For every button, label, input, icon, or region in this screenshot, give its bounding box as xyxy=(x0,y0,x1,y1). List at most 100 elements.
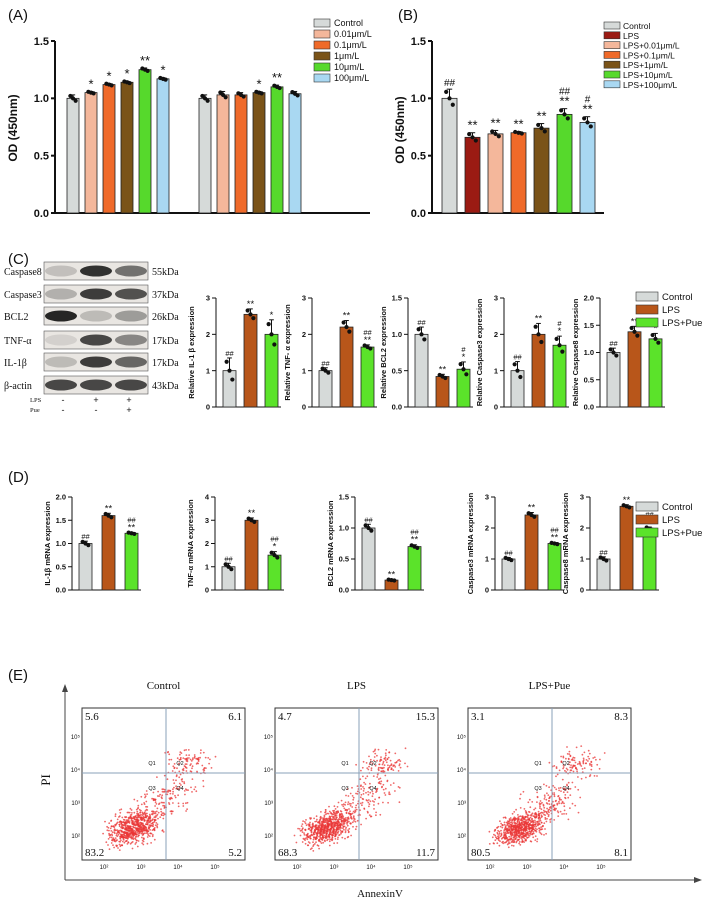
flow-event xyxy=(488,830,491,833)
data-point xyxy=(230,377,235,382)
data-point xyxy=(295,93,300,98)
y-axis-title: Relative TNF- α expression xyxy=(283,304,292,401)
flow-event xyxy=(118,843,121,846)
flow-event xyxy=(558,769,561,772)
flow-event xyxy=(307,841,310,843)
blot-row-label: Caspase8 xyxy=(4,267,42,278)
flow-event xyxy=(113,838,116,841)
flow-event xyxy=(136,818,139,821)
flow-event xyxy=(346,809,348,812)
flow-event xyxy=(539,805,541,808)
flow-event xyxy=(563,809,566,812)
flow-event xyxy=(141,828,143,831)
bar xyxy=(435,376,450,408)
quadrant-label: Q3 xyxy=(534,786,541,792)
y-axis-title: Relative IL-1 β expression xyxy=(187,306,196,399)
flow-event xyxy=(369,791,372,794)
flow-event xyxy=(315,826,318,829)
data-point xyxy=(516,130,521,135)
flow-event xyxy=(335,826,338,829)
flow-event xyxy=(339,824,342,827)
flow-event xyxy=(119,835,121,838)
flow-event xyxy=(503,831,505,834)
data-point xyxy=(539,126,544,131)
flow-event xyxy=(351,806,354,808)
flow-event xyxy=(581,768,584,770)
flow-event xyxy=(145,805,147,808)
flow-event xyxy=(305,819,307,821)
flow-event xyxy=(378,763,381,766)
legend-label: Control xyxy=(662,502,693,513)
flow-event xyxy=(120,822,123,825)
data-point xyxy=(266,322,271,327)
flow-event xyxy=(328,831,331,833)
flow-event xyxy=(504,817,507,819)
flow-event xyxy=(587,760,589,762)
flow-event xyxy=(176,787,179,790)
flow-event xyxy=(118,825,121,828)
flow-event xyxy=(520,828,523,831)
blot-band xyxy=(80,310,112,322)
data-point xyxy=(245,308,250,313)
bar xyxy=(606,352,621,408)
legend-label: LPS+100μm/L xyxy=(623,80,678,90)
flow-event xyxy=(113,826,116,829)
flow-event xyxy=(132,835,135,838)
blot-band xyxy=(80,356,112,368)
flow-event xyxy=(522,820,525,823)
flow-event xyxy=(533,815,536,817)
significance-mark: ** xyxy=(528,503,536,514)
hash-mark: # xyxy=(585,95,591,106)
flow-event xyxy=(568,753,571,755)
flow-event xyxy=(524,815,527,818)
bar xyxy=(120,81,134,214)
flow-event xyxy=(323,829,326,832)
data-point xyxy=(73,98,78,103)
flow-event xyxy=(183,781,186,783)
flow-event xyxy=(534,835,537,838)
data-point xyxy=(368,346,373,351)
flow-event xyxy=(155,803,158,805)
flow-event xyxy=(571,758,574,760)
flow-event xyxy=(332,809,334,812)
flow-event xyxy=(384,794,387,796)
flow-event xyxy=(136,820,138,823)
flow-event xyxy=(298,828,301,830)
flow-event xyxy=(553,786,556,789)
legend-label: Control xyxy=(623,21,651,31)
flow-event xyxy=(168,758,171,761)
flow-event xyxy=(173,766,176,769)
flow-y-tick: 10⁴ xyxy=(457,767,467,774)
flow-event xyxy=(349,822,352,825)
flow-event xyxy=(154,798,157,801)
flow-event xyxy=(508,835,511,838)
flow-event xyxy=(329,833,332,836)
bar xyxy=(487,133,504,214)
flow-event xyxy=(389,793,391,796)
flow-event xyxy=(339,813,342,816)
flow-event xyxy=(174,796,177,799)
y-tick-label: 0 xyxy=(206,403,210,412)
flow-event xyxy=(383,757,386,760)
flow-event xyxy=(548,803,551,805)
flow-event xyxy=(530,821,532,824)
flow-event xyxy=(326,824,329,826)
flow-event xyxy=(569,755,572,758)
flow-event xyxy=(378,796,380,799)
legend-label: LPS+Pue xyxy=(662,318,702,329)
flow-event xyxy=(302,820,304,822)
flow-event xyxy=(569,807,571,809)
flow-event xyxy=(375,814,377,817)
flow-event xyxy=(137,816,140,819)
chart-b: 0.00.51.01.5OD (450nm)##** ** ******##**#C… xyxy=(393,21,680,220)
flow-event xyxy=(157,790,160,793)
flow-event xyxy=(329,838,331,841)
flow-event xyxy=(369,761,372,764)
data-point xyxy=(226,564,231,569)
flow-event xyxy=(354,828,357,831)
y-tick-label: 2.0 xyxy=(584,294,594,303)
data-point xyxy=(224,359,229,364)
flow-event xyxy=(381,763,384,766)
flow-event xyxy=(492,842,495,844)
flow-event xyxy=(334,838,337,840)
